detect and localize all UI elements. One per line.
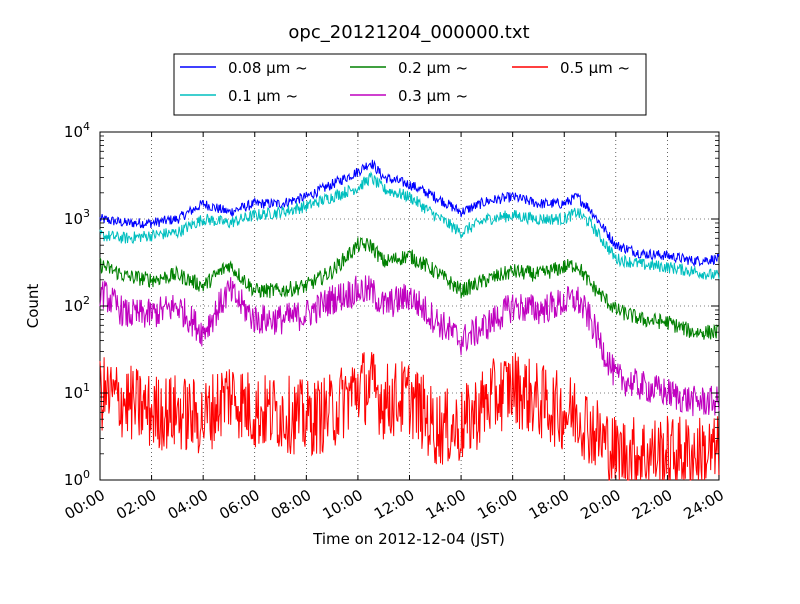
- y-tick-label: 104: [64, 120, 90, 141]
- axis-ticks: [99, 131, 720, 481]
- legend-label: 0.2 μm ~: [398, 59, 468, 77]
- y-tick-label: 100: [64, 468, 90, 489]
- legend: 0.08 μm ~ 0.1 μm ~ 0.2 μm ~ 0.3 μm ~ 0.5 μm …: [173, 53, 647, 116]
- x-tick-label: 14:00: [423, 486, 469, 523]
- chart-title: opc_20121204_000000.txt: [288, 22, 529, 43]
- y-tick-label: 103: [64, 207, 90, 228]
- y-tick-label: 102: [64, 294, 90, 315]
- x-tick-label: 18:00: [526, 486, 572, 523]
- series-line-3: [99, 236, 720, 340]
- legend-label: 0.5 μm ~: [560, 59, 630, 77]
- x-axis-label: Time on 2012-12-04 (JST): [312, 530, 505, 548]
- x-tick-label: 24:00: [681, 486, 727, 523]
- x-tick-label: 20:00: [577, 486, 623, 523]
- series-line-2: [99, 171, 720, 281]
- x-tick-label: 04:00: [165, 486, 211, 523]
- legend-label: 0.3 μm ~: [398, 87, 468, 105]
- y-tick-labels: 100 101 102 103 104: [64, 120, 90, 489]
- x-tick-label: 22:00: [629, 486, 675, 523]
- x-tick-labels: 00:00 02:00 04:00 06:00 08:00 10:00 12:00 14:00…: [62, 486, 727, 523]
- legend-label: 0.08 μm ~: [228, 59, 308, 77]
- x-tick-label: 08:00: [268, 486, 314, 523]
- legend-box: [173, 53, 647, 116]
- x-tick-label: 12:00: [371, 486, 417, 523]
- y-tick-label: 101: [64, 381, 90, 402]
- x-tick-label: 16:00: [474, 486, 520, 523]
- series-layer: [99, 159, 720, 481]
- x-tick-label: 06:00: [216, 486, 262, 523]
- x-tick-label: 02:00: [113, 486, 159, 523]
- series-line-4: [99, 275, 720, 417]
- y-axis-label: Count: [24, 284, 42, 329]
- series-line-5: [99, 352, 720, 481]
- series-line-1: [99, 159, 720, 268]
- x-tick-label: 00:00: [62, 486, 108, 523]
- x-tick-label: 10:00: [319, 486, 365, 523]
- legend-label: 0.1 μm ~: [228, 87, 298, 105]
